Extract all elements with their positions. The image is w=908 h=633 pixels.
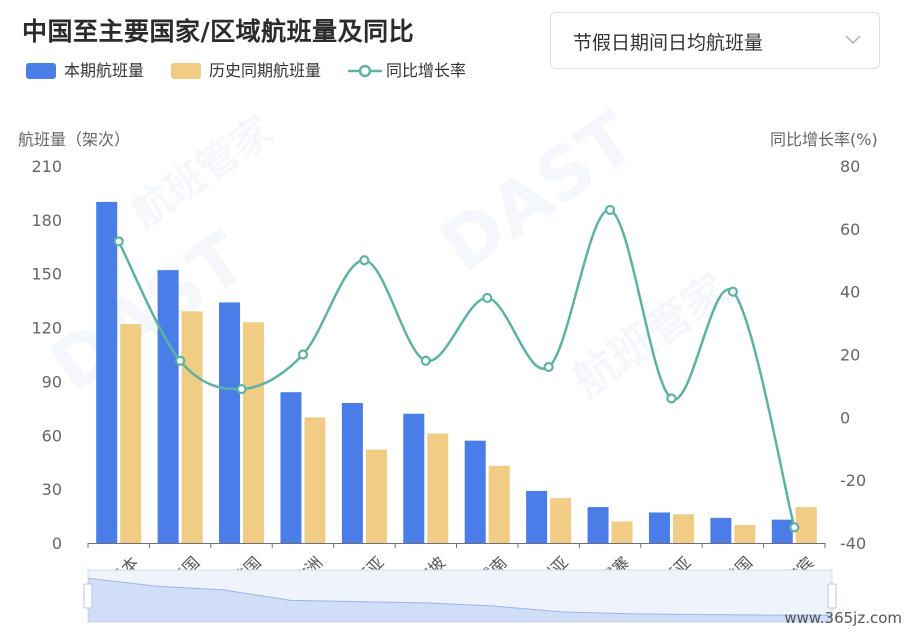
growth-point [297, 349, 309, 360]
y-tick-label: 90 [42, 372, 62, 391]
bar-history [550, 498, 572, 543]
y2-tick-label: 0 [840, 408, 850, 427]
growth-point [666, 393, 677, 404]
y-axis-title: 航班量（架次） [18, 130, 131, 149]
chevron-down-icon [845, 35, 861, 45]
datazoom-shadow-area [88, 578, 832, 622]
y2-tick-label: 60 [840, 220, 860, 239]
y-tick-label: 150 [31, 265, 62, 284]
growth-point [543, 361, 554, 373]
bar-history [181, 311, 203, 543]
bar-history [365, 449, 387, 543]
y-tick-label: 30 [42, 480, 62, 499]
growth-point [604, 204, 616, 216]
bar-history [427, 433, 449, 543]
bar-history [611, 521, 633, 543]
datazoom-shadow-line [87, 577, 833, 616]
legend-swatch-current [26, 63, 56, 79]
growth-point [359, 255, 370, 266]
bar-history [734, 525, 756, 543]
growth-point [482, 292, 493, 304]
bar-current [710, 517, 732, 543]
bar-current [771, 519, 793, 543]
bar-history [243, 322, 265, 543]
chart-title: 中国至主要国家/区域航班量及同比 [22, 17, 415, 46]
bar-current [526, 490, 548, 543]
growth-point [727, 286, 738, 297]
datazoom-track [87, 569, 833, 623]
y-tick-label: 0 [52, 534, 62, 553]
bar-history [672, 514, 694, 543]
y-tick-label: 210 [31, 157, 62, 176]
bar-history [120, 323, 142, 543]
bar-current [157, 270, 179, 543]
bar-history [304, 417, 326, 543]
bar-current [587, 507, 609, 543]
y2-tick-label: -40 [840, 534, 866, 553]
bar-current [648, 512, 670, 543]
growth-point [420, 355, 431, 366]
y-tick-label: 60 [42, 426, 62, 445]
y2-axis-title: 同比增长率(%) [770, 130, 878, 149]
datazoom-handle-left[interactable] [83, 583, 93, 609]
legend-line-growth-icon [348, 64, 382, 78]
bar-current [219, 302, 241, 543]
y2-tick-label: 80 [840, 157, 860, 176]
legend-label-current: 本期航班量 [64, 61, 145, 80]
legend-label-growth: 同比增长率 [386, 61, 467, 80]
legend-label-history: 历史同期航班量 [209, 61, 322, 80]
y2-tick-label: 40 [840, 283, 860, 302]
bar-current [280, 392, 302, 543]
growth-point [236, 383, 247, 395]
source-credit: www.365jz.com [784, 609, 902, 627]
datazoom-handle-right[interactable] [827, 583, 837, 609]
y2-tick-label: 20 [840, 346, 860, 365]
bar-current [96, 201, 118, 543]
period-select[interactable]: 节假日期间日均航班量 [550, 12, 880, 69]
bar-history [795, 507, 817, 543]
growth-point [175, 355, 186, 366]
growth-point [113, 236, 124, 247]
growth-point [789, 522, 800, 533]
bar-current [403, 413, 425, 543]
period-select-value: 节假日期间日均航班量 [573, 32, 764, 54]
y-tick-label: 180 [31, 211, 62, 230]
bar-history [488, 465, 510, 543]
y2-tick-label: -20 [840, 471, 866, 490]
y-tick-label: 120 [31, 319, 62, 338]
legend-swatch-history [171, 63, 201, 79]
bar-current [464, 440, 486, 543]
bar-current [341, 402, 363, 543]
